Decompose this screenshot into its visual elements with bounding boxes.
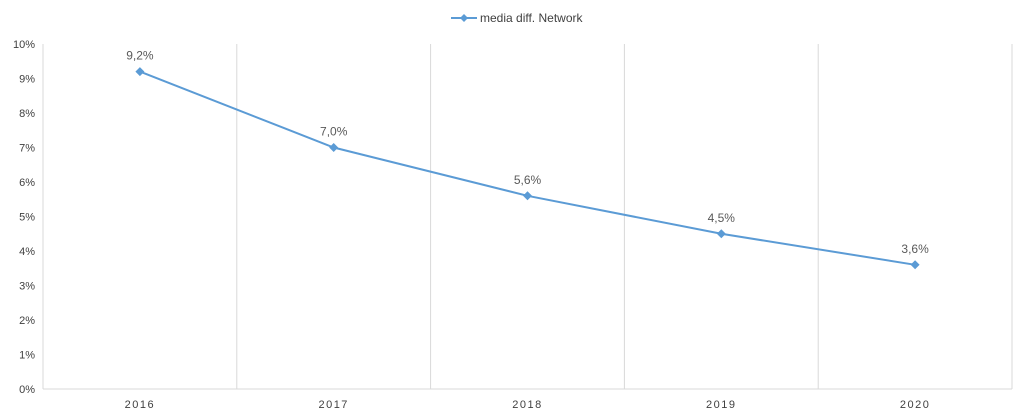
- x-tick-label: 2019: [706, 399, 736, 411]
- y-tick-label: 10%: [13, 39, 35, 51]
- y-tick-label: 0%: [19, 384, 35, 396]
- y-tick-label: 5%: [19, 212, 35, 224]
- data-labels: 9,2% 7,0% 5,6% 4,5% 3,6%: [126, 49, 929, 256]
- series-line: [139, 70, 916, 266]
- data-label: 7,0%: [320, 125, 348, 139]
- x-tick-label: 2020: [900, 399, 930, 411]
- data-label: 5,6%: [514, 173, 542, 187]
- y-tick-label: 3%: [19, 281, 35, 293]
- y-tick-label: 9%: [19, 74, 35, 86]
- y-tick-label: 1%: [19, 350, 35, 362]
- x-tick-label: 2018: [512, 399, 542, 411]
- data-label: 9,2%: [126, 49, 154, 63]
- series-media-diff-network: [135, 67, 920, 270]
- gridlines: [42, 44, 1013, 390]
- x-tick-label: 2016: [125, 399, 155, 411]
- y-tick-label: 2%: [19, 315, 35, 327]
- y-tick-label: 6%: [19, 177, 35, 189]
- y-tick-label: 8%: [19, 108, 35, 120]
- legend-marker-swatch: [460, 14, 468, 22]
- data-label: 4,5%: [708, 211, 736, 225]
- data-point-marker: [716, 229, 726, 239]
- legend-label: media diff. Network: [480, 11, 583, 25]
- data-label: 3,6%: [901, 242, 929, 256]
- y-axis: 0% 1% 2% 3% 4% 5% 6% 7% 8% 9% 10%: [13, 39, 35, 396]
- y-tick-label: 4%: [19, 246, 35, 258]
- chart-legend: media diff. Network: [451, 11, 583, 25]
- x-axis: 2016 2017 2018 2019 2020: [125, 399, 930, 411]
- data-point-marker: [329, 143, 339, 152]
- data-point-marker: [135, 67, 145, 77]
- y-tick-label: 7%: [19, 143, 35, 155]
- data-point-marker: [523, 191, 532, 201]
- x-tick-label: 2017: [318, 399, 348, 411]
- data-point-marker: [910, 260, 920, 270]
